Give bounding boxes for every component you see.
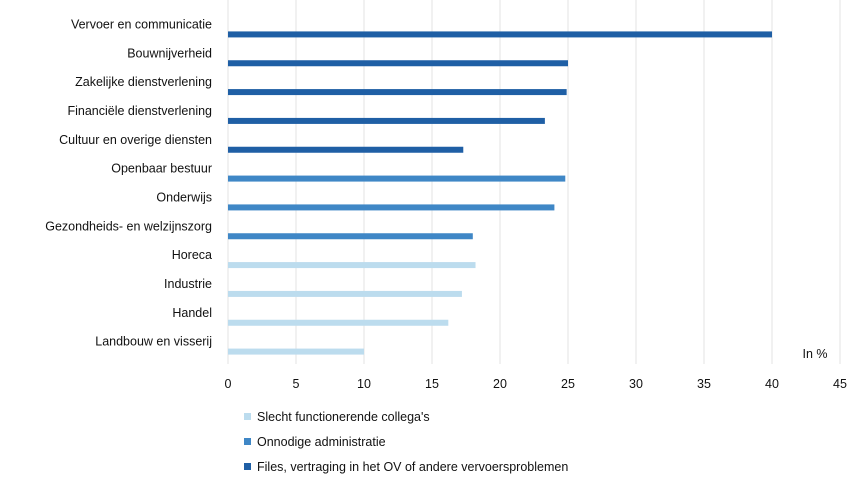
bar <box>228 175 566 182</box>
x-tick-label: 35 <box>697 377 711 391</box>
category-label: Landbouw en visserij <box>95 335 212 349</box>
bar <box>228 233 473 240</box>
legend-swatch-series-1 <box>244 438 251 445</box>
x-tick-label: 20 <box>493 377 507 391</box>
category-label: Vervoer en communicatie <box>71 17 212 31</box>
bar <box>228 204 555 211</box>
x-tick-label: 15 <box>425 377 439 391</box>
legend-label: Slecht functionerende collega's <box>257 409 430 424</box>
bar <box>228 348 364 355</box>
unit-label: In % <box>802 347 827 361</box>
x-tick-label: 25 <box>561 377 575 391</box>
x-tick-labels: 0 5 10 15 20 25 30 35 40 45 <box>225 377 847 391</box>
legend: Slecht functionerende collega's Onnodige… <box>244 404 568 479</box>
category-label: Cultuur en overige diensten <box>59 133 212 147</box>
x-tick-label: 45 <box>833 377 847 391</box>
bar <box>228 262 476 269</box>
bars <box>228 31 772 355</box>
category-label: Gezondheids- en welzijnszorg <box>45 219 212 233</box>
legend-label: Onnodige administratie <box>257 434 386 449</box>
bar <box>228 290 462 297</box>
bar <box>228 60 568 67</box>
x-tick-label: 40 <box>765 377 779 391</box>
x-tick-label: 0 <box>225 377 232 391</box>
gridlines <box>227 0 841 364</box>
category-label: Onderwijs <box>156 190 212 204</box>
legend-item: Slecht functionerende collega's <box>244 404 568 429</box>
category-labels: Vervoer en communicatie Bouwnijverheid Zak… <box>45 17 212 348</box>
x-tick-label: 5 <box>293 377 300 391</box>
legend-swatch-series-2 <box>244 463 251 470</box>
bar <box>228 117 545 124</box>
legend-item: Files, vertraging in het OV of andere ve… <box>244 454 568 479</box>
bar <box>228 89 567 96</box>
legend-item: Onnodige administratie <box>244 429 568 454</box>
bar <box>228 146 464 153</box>
category-label: Industrie <box>164 277 212 291</box>
category-label: Zakelijke dienstverlening <box>75 75 212 89</box>
bar <box>228 319 449 326</box>
legend-swatch-series-0 <box>244 413 251 420</box>
x-tick-label: 10 <box>357 377 371 391</box>
legend-label: Files, vertraging in het OV of andere ve… <box>257 459 569 474</box>
category-label: Horeca <box>172 248 212 262</box>
bar-chart: Vervoer en communicatie Bouwnijverheid Zak… <box>45 0 847 391</box>
bar <box>228 31 772 38</box>
x-tick-label: 30 <box>629 377 643 391</box>
category-label: Bouwnijverheid <box>127 46 212 60</box>
category-label: Openbaar bestuur <box>111 162 212 176</box>
category-label: Financiële dienstverlening <box>67 104 212 118</box>
category-label: Handel <box>172 306 212 320</box>
